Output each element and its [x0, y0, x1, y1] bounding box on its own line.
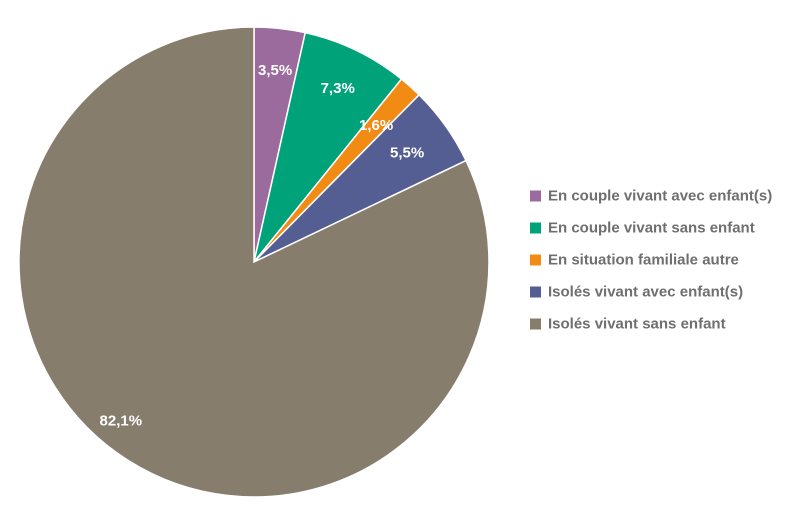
slice-value-label: 7,3%	[321, 80, 355, 97]
legend-label: En couple vivant avec enfant(s)	[548, 188, 772, 205]
slice-value-label: 5,5%	[390, 144, 424, 161]
pie-slice	[253, 31, 403, 263]
slice-value-label: 1,6%	[359, 117, 393, 134]
legend-swatch	[530, 254, 541, 266]
legend-item: En situation familiale autre	[530, 252, 739, 269]
slice-labels: 3,5% 7,3% 1,6% 5,5% 82,1%	[100, 62, 425, 430]
legend-label: En couple vivant sans enfant	[548, 220, 755, 237]
legend-item: En couple vivant sans enfant	[530, 220, 755, 237]
legend-swatch	[530, 190, 541, 202]
legend-item: Isolés vivant sans enfant	[530, 316, 726, 333]
legend-item: Isolés vivant avec enfant(s)	[530, 284, 743, 301]
pie-slices	[18, 26, 490, 498]
legend-swatch	[530, 318, 541, 330]
legend-swatch	[530, 286, 541, 298]
pie-slice	[18, 26, 490, 498]
slice-value-label: 3,5%	[258, 62, 292, 79]
slice-value-label: 82,1%	[100, 413, 143, 430]
legend-label: En situation familiale autre	[548, 252, 739, 269]
legend: En couple vivant avec enfant(s) En couple…	[530, 188, 772, 333]
legend-item: En couple vivant avec enfant(s)	[530, 188, 772, 205]
legend-label: Isolés vivant avec enfant(s)	[548, 284, 743, 301]
legend-swatch	[530, 222, 541, 234]
legend-label: Isolés vivant sans enfant	[548, 316, 726, 333]
